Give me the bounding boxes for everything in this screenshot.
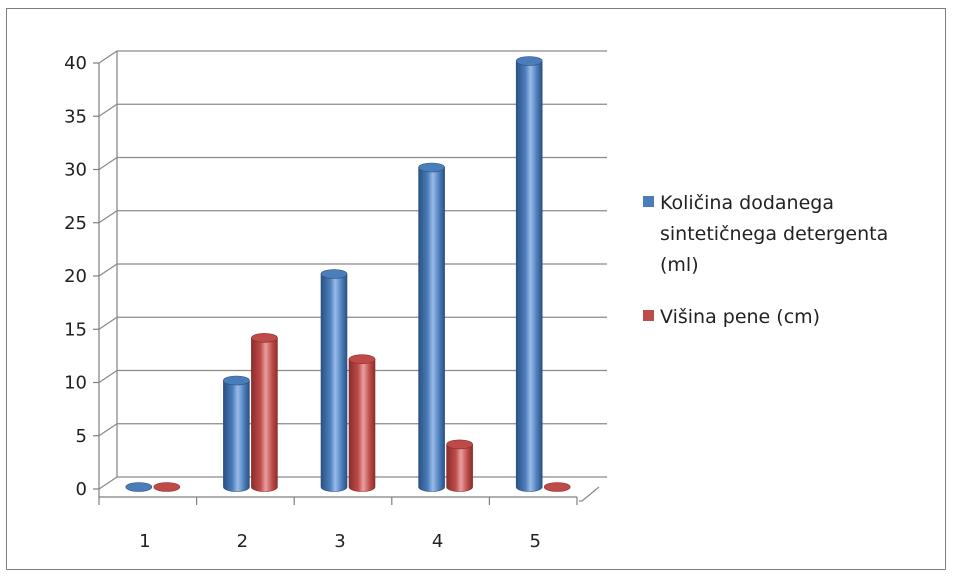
x-axis: 1 2 3 4 5: [98, 496, 578, 552]
bar-body: [446, 444, 473, 492]
bar-top: [320, 269, 348, 279]
y-tick-label: 30: [64, 160, 87, 181]
bar-body: [515, 60, 543, 492]
y-tick-label: 0: [76, 479, 87, 500]
bar: [418, 162, 445, 492]
y-axis: 0 5 10 15 20 25 30 35 40: [64, 53, 100, 500]
bar-top: [251, 333, 278, 343]
y-tick-label: 20: [64, 266, 87, 287]
bar: [446, 439, 473, 492]
bar-top: [543, 482, 571, 492]
chart-frame: 0 5 10 15 20 25 30 35 40 1 2 3 4 5 Količina dodanega…: [6, 8, 946, 570]
bar-top: [125, 482, 153, 492]
bar: [515, 56, 543, 492]
legend-label: Višina pene (cm): [660, 306, 820, 328]
y-tick-label: 25: [64, 213, 87, 234]
x-tick-label: 3: [334, 531, 345, 552]
bar-body: [348, 358, 376, 492]
bar-body: [251, 337, 278, 492]
bar-top: [418, 162, 445, 173]
bar: [223, 375, 250, 492]
y-tick-label: 35: [64, 106, 87, 127]
legend-swatch: [643, 196, 654, 207]
bar: [543, 482, 571, 492]
legend-entry: Količina dodanega sintetičnega detergenta…: [643, 192, 888, 276]
chart-grid: [98, 50, 607, 502]
bar-top: [348, 354, 376, 365]
bar-top: [153, 482, 181, 492]
bar: [125, 482, 153, 492]
bar-body: [418, 167, 445, 492]
y-tick-label: 10: [64, 373, 87, 394]
y-tick-label: 40: [64, 53, 87, 74]
x-tick-label: 1: [139, 531, 150, 552]
chart-bars: [125, 56, 571, 492]
bar-top: [223, 375, 250, 386]
x-tick-label: 2: [237, 531, 248, 552]
x-tick-label: 4: [432, 531, 443, 552]
chart-legend: Količina dodanega sintetičnega detergenta…: [643, 192, 888, 328]
legend-swatch: [643, 310, 654, 321]
bar-chart: 0 5 10 15 20 25 30 35 40 1 2 3 4 5 Količina dodanega…: [64, 50, 888, 552]
bar-body: [320, 273, 348, 492]
bar: [320, 269, 348, 492]
floor-edge: [579, 486, 600, 502]
bar-top: [446, 439, 473, 450]
bar: [348, 354, 376, 492]
y-tick-label: 5: [76, 426, 87, 447]
bar-body: [223, 380, 250, 492]
bar-top: [515, 56, 543, 66]
x-tick-label: 5: [529, 531, 540, 552]
bar: [251, 333, 278, 492]
bar: [153, 482, 181, 492]
legend-entry: Višina pene (cm): [643, 306, 820, 328]
y-tick-label: 15: [64, 319, 87, 340]
legend-label: Količina dodanega sintetičnega detergenta…: [660, 192, 888, 276]
